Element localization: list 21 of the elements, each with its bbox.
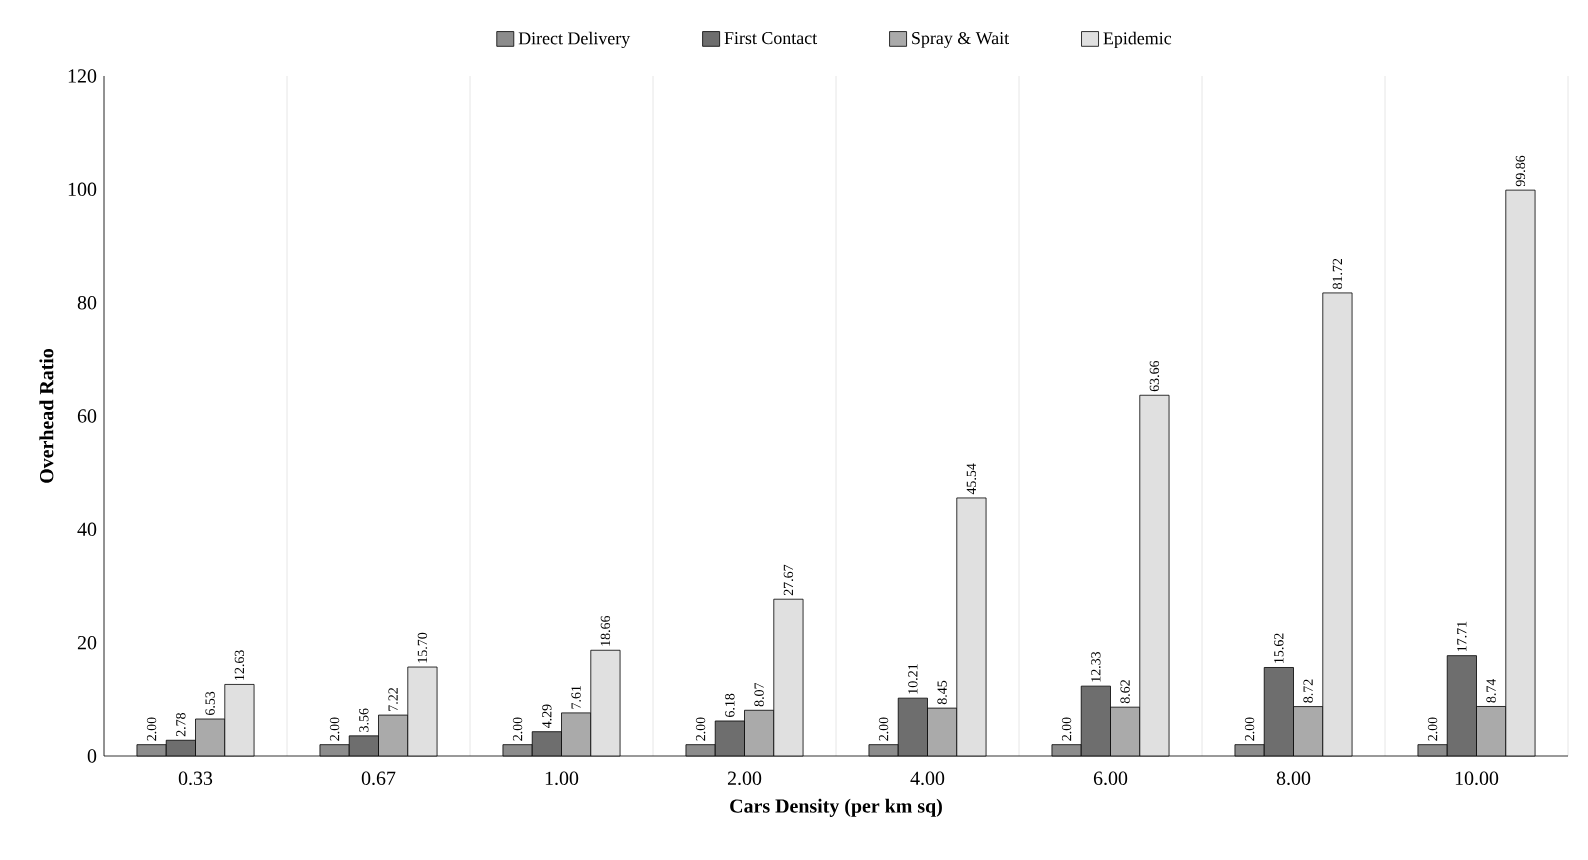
x-tick-label: 0.33 <box>178 771 213 786</box>
x-axis-title: Cars Density (per km sq) <box>730 798 942 817</box>
legend-label: Direct Delivery <box>518 31 631 49</box>
y-tick-label: 20 <box>77 635 97 650</box>
x-tick-label: 2.00 <box>727 771 762 786</box>
legend-label: Spray & Wait <box>912 32 1010 48</box>
legend-label: Epidemic <box>1103 31 1172 49</box>
y-tick-label: 80 <box>77 295 97 310</box>
y-tick-label: 100 <box>68 182 97 197</box>
x-tick-label: 4.00 <box>910 771 945 786</box>
x-tick-label: 6.00 <box>1093 771 1128 786</box>
x-tick-label: 1.00 <box>545 771 579 786</box>
x-tick-label: 10.00 <box>1455 771 1499 786</box>
y-tick-label: 120 <box>68 69 97 83</box>
y-axis-title: Overhead Ratio <box>39 348 54 483</box>
y-tick-label: 0 <box>87 749 97 763</box>
y-tick-label: 40 <box>77 522 97 537</box>
y-tick-label: 60 <box>77 409 97 423</box>
legend-label: First Contact <box>724 32 818 45</box>
x-tick-label: 8.00 <box>1276 771 1311 786</box>
x-tick-label: 0.67 <box>361 771 396 786</box>
